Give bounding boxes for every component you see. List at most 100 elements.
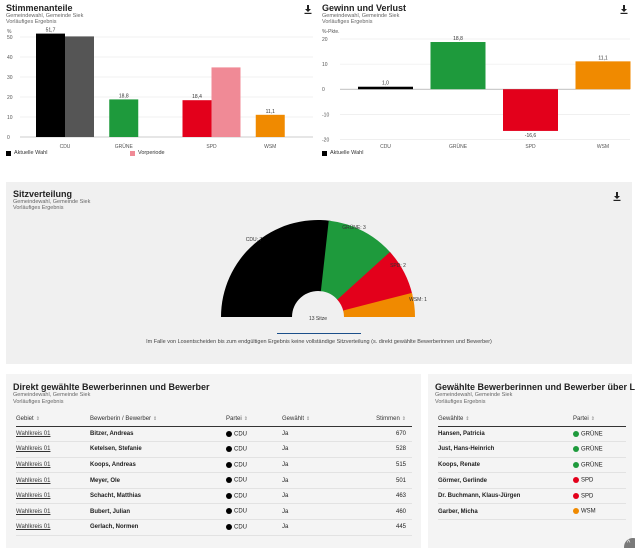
candidate-name: Görmer, Gerlinde — [438, 472, 573, 489]
party-dot — [573, 446, 579, 453]
x-tick-label: CDU — [60, 144, 71, 150]
candidate-name: Meyer, Ole — [90, 472, 226, 489]
party-label: WSM — [581, 509, 596, 516]
bar-value-label: 1,0 — [382, 81, 389, 87]
table-row: Wahlkreis 01 Gerlach, Normen CDU Ja 445 — [16, 519, 412, 536]
direkt-title: Direkt gewählte Bewerberinnen und Bewerb… — [13, 382, 210, 392]
column-header-bewerber[interactable]: Bewerberin / Bewerber ⇕ — [90, 410, 226, 427]
table-row: Wahlkreis 01 Bubert, Julian CDU Ja 460 — [16, 503, 412, 521]
candidate-name: Hansen, Patricia — [438, 426, 573, 443]
wahlkreis-link[interactable]: Wahlkreis 01 — [16, 457, 90, 474]
legend-swatch-previous — [130, 150, 135, 156]
votes-value: 445 — [352, 519, 412, 536]
stimmenanteile-legend-previous: Vorperiode — [130, 150, 165, 156]
x-tick-label: GRÜNE — [115, 143, 134, 150]
table-row: Wahlkreis 01 Bitzer, Andreas CDU Ja 670 — [16, 426, 412, 443]
column-header-partei[interactable]: Partei ⇕ — [226, 410, 282, 427]
party-label: CDU — [234, 446, 247, 453]
table-row: Wahlkreis 01 Schacht, Matthias CDU Ja 463 — [16, 488, 412, 505]
column-header-label: Partei — [226, 415, 242, 422]
column-header-label: Bewerberin / Bewerber — [90, 415, 152, 422]
wahlkreis-link[interactable]: Wahlkreis 01 — [16, 488, 90, 505]
table-row: Just, Hans-Heinrich GRÜNE — [438, 441, 626, 458]
table-row: Wahlkreis 01 Koops, Andreas CDU Ja 515 — [16, 457, 412, 474]
seat-segment-cdu[interactable] — [221, 220, 331, 317]
party-label: CDU — [234, 431, 247, 438]
liste-subtitle-1: Gemeindewahl, Gemeinde Siek — [435, 392, 513, 398]
party-cell: GRÜNE — [573, 426, 626, 443]
elected-value: Ja — [282, 488, 352, 505]
seat-segment-spd[interactable] — [337, 251, 413, 312]
seat-label: WSM: 1 — [409, 297, 427, 303]
x-tick-label: SPD — [525, 144, 536, 150]
x-tick-label: WSM — [264, 144, 276, 150]
column-header-stimmen[interactable]: Stimmen ⇕ — [352, 410, 412, 427]
sort-icon: ⇕ — [465, 415, 470, 422]
bar-current-cdu[interactable] — [36, 33, 65, 137]
gewinn-verlust-section: Gewinn und Verlust Gemeindewahl, Gemeind… — [318, 0, 635, 165]
column-header-gewaehlt[interactable]: Gewählt ⇕ — [282, 410, 352, 427]
elected-value: Ja — [282, 503, 352, 521]
seat-segment-grüne[interactable] — [320, 220, 392, 300]
bar-value-label: 18,4 — [192, 94, 202, 100]
direkt-subtitle-2: Vorläufiges Ergebnis — [13, 399, 64, 405]
column-header-partei[interactable]: Partei ⇕ — [573, 410, 626, 427]
gewinn-verlust-title: Gewinn und Verlust — [322, 3, 407, 13]
bar-value-label: 11,1 — [598, 55, 608, 61]
wahlkreis-link[interactable]: Wahlkreis 01 — [16, 441, 90, 458]
party-cell: CDU — [226, 503, 282, 521]
party-cell: CDU — [226, 426, 282, 443]
legend-swatch-current — [6, 150, 11, 156]
bar-change-spd[interactable] — [503, 89, 558, 131]
y-tick-label: -10 — [322, 112, 329, 118]
download-icon[interactable] — [620, 5, 628, 14]
candidate-name: Bitzer, Andreas — [90, 426, 226, 443]
chevron-up-icon: ^ — [627, 540, 631, 547]
wahlkreis-link[interactable]: Wahlkreis 01 — [16, 503, 90, 521]
votes-value: 515 — [352, 457, 412, 474]
bar-change-cdu[interactable] — [358, 86, 413, 90]
wahlkreis-link[interactable]: Wahlkreis 01 — [16, 519, 90, 536]
scroll-top-button[interactable]: ^ — [624, 538, 635, 548]
bar-current-spd[interactable] — [182, 100, 212, 137]
party-cell: CDU — [226, 441, 282, 458]
download-icon[interactable] — [613, 192, 621, 201]
sort-icon: ⇕ — [401, 415, 406, 422]
bar-value-label: 18,8 — [119, 93, 129, 99]
bar-current-wsm[interactable] — [255, 114, 285, 137]
table-row: Wahlkreis 01 Ketelsen, Stefanie CDU Ja 528 — [16, 441, 412, 458]
download-icon[interactable] — [304, 5, 312, 14]
bar-change-wsm[interactable] — [575, 61, 631, 90]
party-cell: SPD — [573, 472, 626, 489]
x-tick-label: GRÜNE — [449, 143, 468, 150]
party-label: CDU — [234, 509, 247, 516]
elected-value: Ja — [282, 472, 352, 489]
table-row: Koops, Renate GRÜNE — [438, 457, 626, 474]
direkt-table: Gebiet ⇕ Bewerberin / Bewerber ⇕ Partei ⇕ G… — [16, 410, 412, 536]
wahlkreis-link[interactable]: Wahlkreis 01 — [16, 426, 90, 443]
party-dot — [226, 461, 232, 468]
party-cell: CDU — [226, 457, 282, 474]
party-dot — [226, 477, 232, 484]
party-label: GRÜNE — [581, 431, 603, 438]
stimmenanteile-chart: % 0 10 20 30 40 50 51,7 CDU 18,8 GRÜNE 18,4 SPD 11,1 W… — [7, 28, 313, 150]
bar-change-grüne[interactable] — [430, 42, 486, 90]
table-row: Garber, Micha WSM — [438, 503, 626, 521]
party-label: GRÜNE — [581, 462, 603, 469]
elected-value: Ja — [282, 457, 352, 474]
seat-segment-wsm[interactable] — [343, 292, 415, 317]
liste-title: Gewählte Bewerberinnen und Bewerber über… — [435, 382, 635, 392]
candidate-name: Bubert, Julian — [90, 503, 226, 521]
x-tick-label: WSM — [597, 144, 609, 150]
seat-label: CDU: 7 — [246, 237, 263, 243]
wahlkreis-link[interactable]: Wahlkreis 01 — [16, 472, 90, 489]
bar-current-grüne[interactable] — [109, 99, 139, 137]
bar-previous-spd[interactable] — [211, 67, 241, 137]
party-cell: SPD — [573, 488, 626, 505]
stimmenanteile-legend-current: Aktuelle Wahl — [6, 150, 47, 156]
column-header-gebiet[interactable]: Gebiet ⇕ — [16, 410, 90, 427]
bar-previous-cdu[interactable] — [65, 36, 94, 137]
votes-value: 463 — [352, 488, 412, 505]
column-header-gewaehlte[interactable]: Gewählte ⇕ — [438, 410, 573, 427]
column-header-label: Gebiet — [16, 415, 34, 422]
